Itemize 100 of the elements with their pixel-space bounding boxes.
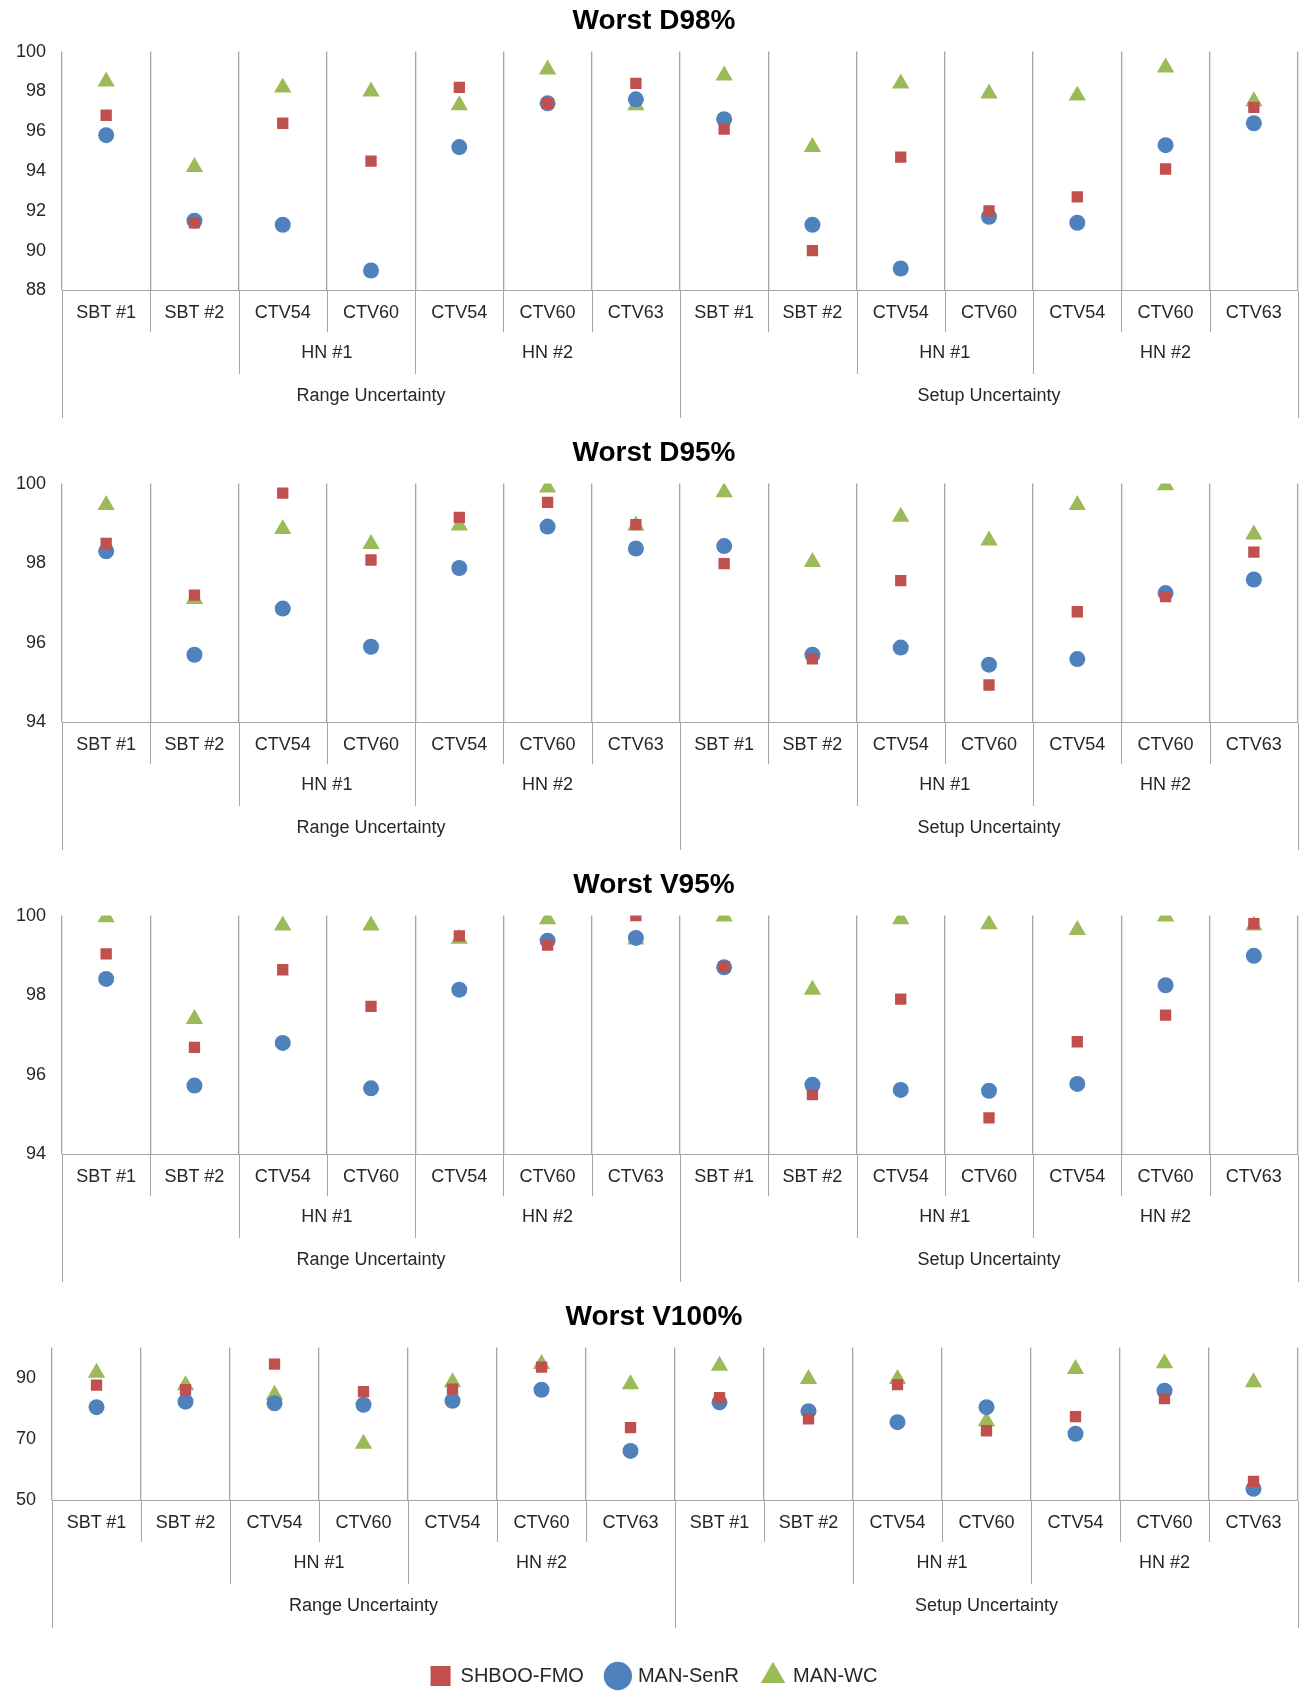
point: [713, 1392, 726, 1404]
point: [715, 483, 733, 498]
point: [365, 1000, 377, 1012]
point: [1247, 1475, 1260, 1488]
x-tick-label: SBT #1: [76, 1166, 137, 1187]
point: [451, 981, 468, 998]
point: [1071, 191, 1083, 203]
y-tick-label: 98: [26, 984, 47, 1005]
x-tick-label: CTV54: [254, 734, 311, 755]
point: [1155, 1353, 1174, 1369]
point: [980, 1425, 993, 1437]
x-tick-label: CTV54: [1049, 302, 1106, 323]
point: [980, 915, 998, 930]
x-tick-label: SBT #1: [76, 734, 137, 755]
point: [627, 540, 644, 557]
x-tick-label: SBT #1: [689, 1512, 750, 1533]
point: [274, 216, 291, 233]
text: HN #1: [919, 1206, 971, 1227]
point: [535, 1361, 548, 1373]
point: [274, 600, 291, 617]
point: [90, 1379, 103, 1391]
point: [1071, 606, 1083, 618]
text: HN #1: [301, 342, 353, 363]
y-tick-label: 70: [15, 1428, 37, 1449]
point: [363, 638, 380, 655]
point: [799, 1369, 818, 1385]
point: [806, 244, 819, 257]
x-tick-label: SBT #2: [782, 1166, 843, 1187]
y-tick-label: 96: [26, 631, 47, 652]
text: HN #2: [1140, 774, 1192, 795]
point: [627, 91, 644, 108]
point: [1159, 163, 1172, 175]
point: [100, 948, 112, 960]
x-tick-label: CTV60: [1137, 302, 1194, 323]
point: [362, 81, 380, 97]
point: [892, 1081, 909, 1098]
x-tick-label: SBT #2: [155, 1512, 216, 1533]
point: [1069, 1411, 1082, 1423]
point: [978, 1399, 995, 1416]
x-tick-label: CTV54: [872, 1166, 929, 1187]
legend-label: MAN-SenR: [637, 1663, 740, 1686]
text: Range Uncertainty: [288, 1595, 439, 1616]
y-tick-label: 96: [26, 1063, 47, 1084]
point: [983, 679, 995, 691]
y-tick-label: 92: [26, 199, 47, 220]
legend-label: SHBOO-FMO: [460, 1663, 584, 1686]
point: [804, 216, 821, 233]
point: [715, 65, 733, 81]
text: HN #2: [522, 1206, 574, 1227]
x-tick-label: CTV60: [519, 734, 576, 755]
x-tick-label: CTV63: [607, 1166, 664, 1187]
point: [1244, 1372, 1263, 1388]
point: [446, 1383, 459, 1395]
x-tick-label: CTV60: [513, 1512, 570, 1533]
legend-label: MAN-WC: [793, 1663, 878, 1686]
point: [892, 506, 910, 522]
y-tick-label: 100: [15, 40, 47, 61]
x-tick-label: SBT #2: [164, 1166, 225, 1187]
point: [188, 217, 201, 229]
text: HN #1: [916, 1552, 968, 1573]
point: [981, 656, 998, 673]
x-tick-label: CTV60: [960, 302, 1018, 323]
y-tick-label: 88: [26, 279, 47, 300]
y-tick-label: 98: [26, 552, 47, 573]
point: [185, 1009, 204, 1025]
point: [186, 1077, 203, 1094]
point: [895, 575, 907, 587]
point: [274, 77, 292, 93]
x-tick-label: CTV54: [869, 1512, 926, 1533]
point: [451, 559, 468, 576]
point: [1159, 1009, 1172, 1021]
point: [710, 1355, 729, 1371]
text: HN #2: [1140, 1206, 1192, 1227]
point: [1068, 85, 1086, 101]
point: [277, 964, 289, 976]
point: [1068, 495, 1086, 511]
point: [363, 1080, 380, 1097]
point: [895, 151, 907, 163]
point: [1157, 977, 1174, 994]
point: [97, 71, 115, 87]
x-tick-label: SBT #2: [164, 734, 225, 755]
x-tick-label: CTV54: [1049, 734, 1106, 755]
point: [450, 95, 468, 111]
point: [186, 646, 203, 663]
text: Setup Uncertainty: [917, 1249, 1061, 1270]
point: [357, 1385, 370, 1398]
text: Range Uncertainty: [296, 1249, 446, 1270]
point: [541, 939, 554, 951]
y-tick-label: 90: [15, 1367, 37, 1388]
x-tick-label: CTV60: [960, 1166, 1018, 1187]
point: [1069, 651, 1086, 668]
y-tick-label: 100: [15, 472, 47, 493]
x-tick-label: SBT #1: [694, 1166, 755, 1187]
point: [87, 1362, 106, 1378]
point: [97, 495, 115, 511]
x-tick-label: CTV63: [1225, 1166, 1282, 1187]
point: [806, 1089, 819, 1101]
point: [891, 1378, 904, 1391]
text: HN #1: [919, 774, 971, 795]
point: [803, 552, 822, 568]
